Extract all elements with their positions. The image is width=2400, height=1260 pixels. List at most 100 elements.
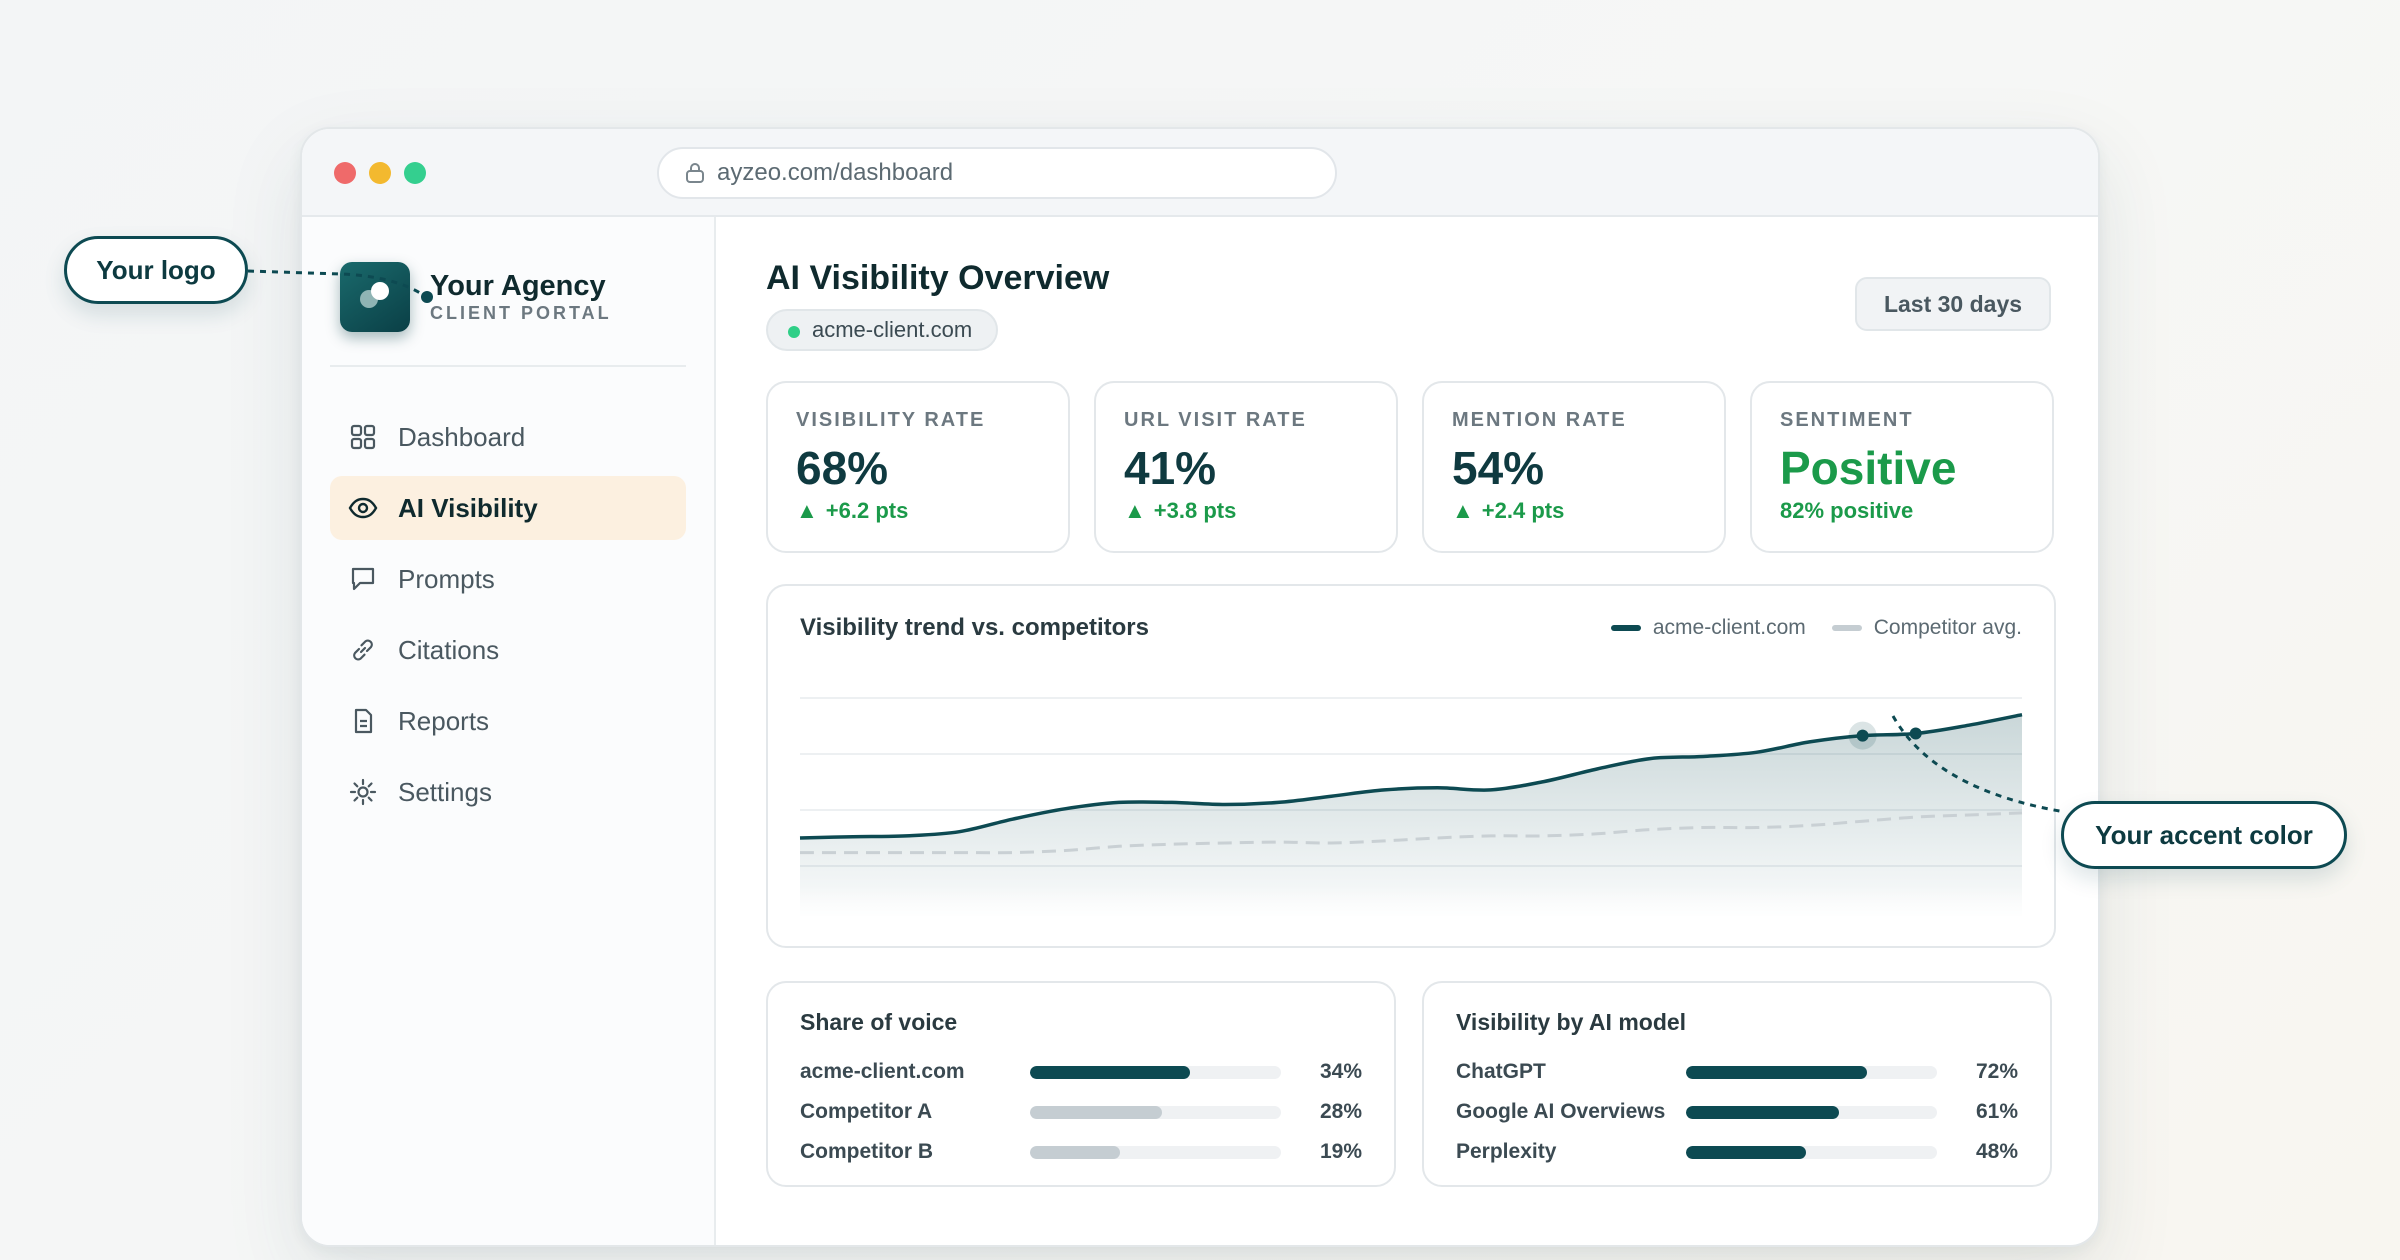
chat-bubble-icon [348,564,378,594]
share-row: Competitor B 19% [800,1132,1362,1172]
row-label: Competitor A [800,1100,933,1123]
row-label: ChatGPT [1456,1060,1546,1083]
minimize-window-button[interactable] [369,162,391,184]
row-value: 61% [1975,1100,2018,1123]
kpi-card-sentiment: SENTIMENT Positive 82% positive [1750,381,2054,553]
model-row: Perplexity 48% [1456,1132,2018,1172]
bar-fill [1030,1105,1163,1119]
kpi-label: VISIBILITY RATE [796,409,986,431]
close-window-button[interactable] [334,162,356,184]
competitor-line [799,811,2023,855]
kpi-delta: ▲ +2.4 pts [1452,498,1565,523]
kpi-label: SENTIMENT [1780,409,1914,431]
sidebar-divider [330,365,686,367]
agency-logo [340,262,410,332]
bar-fill [1686,1145,1807,1159]
row-value: 19% [1319,1140,1362,1163]
sidebar-item-ai-visibility[interactable]: AI Visibility [330,476,686,540]
sidebar-item-label: Dashboard [398,421,526,452]
kpi-card-visibility-rate: VISIBILITY RATE 68% ▲ +6.2 pts [766,381,1070,553]
data-point [1856,729,1869,742]
bar-fill [1686,1065,1867,1079]
kpi-value: 54% [1452,442,1545,494]
date-range-button[interactable]: Last 30 days [1855,277,2051,331]
lock-icon [686,163,704,183]
bar-fill [1686,1105,1839,1119]
kpi-value: 41% [1124,442,1217,494]
accent-color-callout: Your accent color [2061,801,2347,869]
kpi-value: Positive [1780,442,1957,494]
main-content: AI Visibility Overview acme-client.com L… [716,217,2098,1245]
kpi-card-mention-rate: MENTION RATE 54% ▲ +2.4 pts [1422,381,1726,553]
share-row: acme-client.com 34% [800,1052,1362,1092]
address-bar-url: ayzeo.com/dashboard [717,159,954,186]
kpi-label: URL VISIT RATE [1124,409,1307,431]
card-title: Share of voice [800,1009,958,1035]
row-label: acme-client.com [800,1060,965,1083]
agency-subtitle: CLIENT PORTAL [430,303,612,323]
client-domain-pill[interactable]: acme-client.com [766,309,999,351]
sidebar-item-prompts[interactable]: Prompts [330,547,686,611]
kpi-delta: 82% positive [1780,498,1914,523]
bar-track [1686,1065,1937,1079]
up-triangle-icon: ▲ [1452,498,1474,523]
visibility-trend-card: Visibility trend vs. competitors acme-cl… [766,584,2056,948]
bar-track [1686,1145,1937,1159]
sidebar-item-label: Citations [398,634,500,665]
share-row: Competitor A 28% [800,1092,1362,1132]
row-value: 48% [1975,1140,2018,1163]
model-row: ChatGPT 72% [1456,1052,2018,1092]
kpi-value: 68% [796,442,889,494]
row-label: Google AI Overviews [1456,1100,1666,1123]
row-label: Perplexity [1456,1140,1557,1163]
grid-icon [348,422,378,452]
chart-title: Visibility trend vs. competitors [800,614,1149,641]
document-icon [348,706,378,736]
card-title: Visibility by AI model [1456,1009,1687,1035]
sidebar-item-label: Settings [398,776,492,807]
data-point [1909,727,1922,740]
row-label: Competitor B [800,1140,933,1163]
sidebar-item-citations[interactable]: Citations [330,618,686,682]
bar-fill [1030,1145,1120,1159]
chart-legend: acme-client.com Competitor avg. [1585,616,2022,640]
sidebar: Your Agency CLIENT PORTAL Dashboard [302,217,716,1245]
legend-item-client[interactable]: acme-client.com [1610,616,1806,640]
maximize-window-button[interactable] [404,162,426,184]
browser-window: ayzeo.com/dashboard Your Agency CLIENT P… [300,127,2100,1247]
sidebar-item-dashboard[interactable]: Dashboard [330,405,686,469]
bar-track [1030,1145,1281,1159]
visibility-by-model-card: Visibility by AI model ChatGPT 72% Googl… [1422,981,2052,1187]
eye-icon [348,493,378,523]
client-line [799,712,2023,840]
row-value: 28% [1319,1100,1362,1123]
up-triangle-icon: ▲ [796,498,818,523]
agency-name: Your Agency [430,270,606,302]
browser-titlebar: ayzeo.com/dashboard [302,129,2098,217]
sidebar-item-settings[interactable]: Settings [330,760,686,824]
bar-fill [1030,1065,1191,1079]
client-area [800,714,2022,916]
brand[interactable]: Your Agency CLIENT PORTAL [340,262,612,332]
sun-gear-icon [348,777,378,807]
model-row: Google AI Overviews 61% [1456,1092,2018,1132]
up-triangle-icon: ▲ [1124,498,1146,523]
sidebar-item-reports[interactable]: Reports [330,689,686,753]
bar-track [1030,1105,1281,1119]
share-of-voice-card: Share of voice acme-client.com 34% Compe… [766,981,1396,1187]
row-value: 72% [1975,1060,2018,1083]
kpi-card-url-visit-rate: URL VISIT RATE 41% ▲ +3.8 pts [1094,381,1398,553]
link-icon [348,635,378,665]
sidebar-item-label: AI Visibility [398,492,538,523]
trend-chart [799,697,2023,926]
legend-item-competitor[interactable]: Competitor avg. [1831,616,2022,640]
sidebar-item-label: Reports [398,705,490,736]
address-bar[interactable]: ayzeo.com/dashboard [657,147,1337,199]
logo-callout: Your logo [64,236,248,304]
sidebar-nav: Dashboard AI Visibility Prompts [330,405,686,831]
kpi-label: MENTION RATE [1452,409,1627,431]
kpi-delta: ▲ +6.2 pts [796,498,909,523]
page-title: AI Visibility Overview [766,259,1110,297]
sidebar-item-label: Prompts [398,563,495,594]
bar-track [1686,1105,1937,1119]
